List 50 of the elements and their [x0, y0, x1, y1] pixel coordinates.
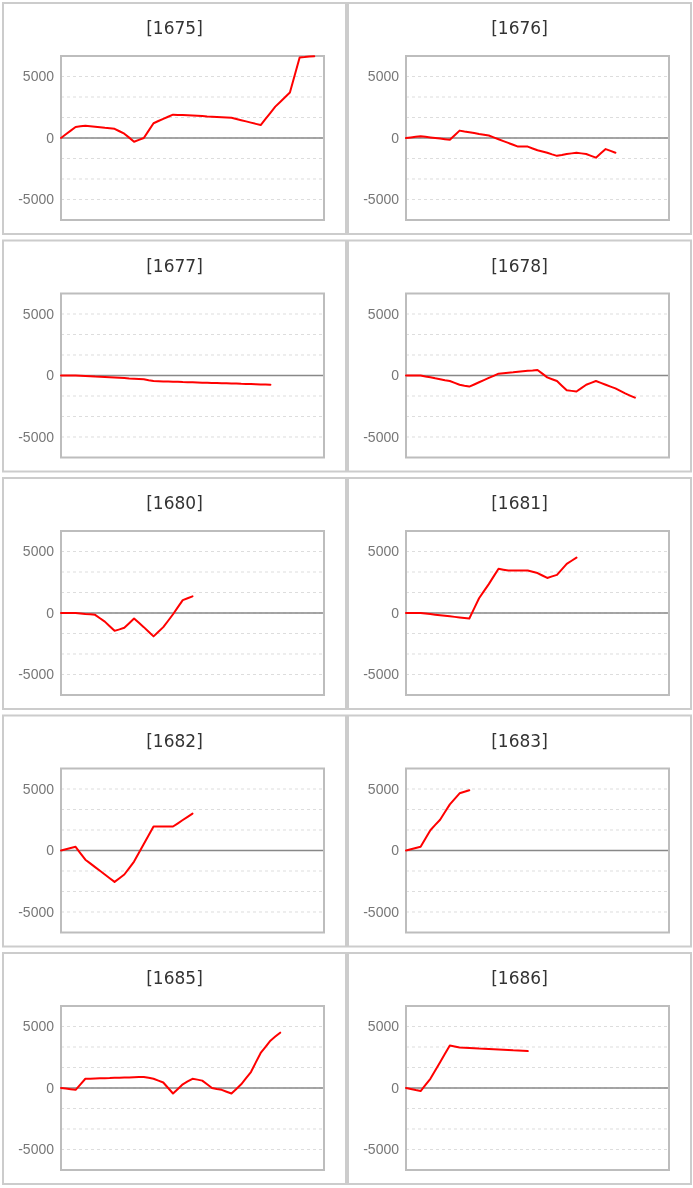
y-tick-label: 0: [391, 129, 400, 146]
line-series: [405, 789, 471, 852]
chart-title: [1677]: [146, 255, 203, 276]
y-tick-label: 0: [391, 1079, 400, 1096]
chart-title: [1675]: [146, 18, 203, 38]
line-series: [405, 556, 578, 620]
y-tick-label: 5000: [22, 543, 55, 560]
line-series: [405, 129, 617, 159]
line-series: [60, 374, 272, 386]
y-tick-label: 0: [391, 842, 400, 859]
chart-title: [1676]: [491, 18, 548, 38]
line-series: [60, 595, 194, 638]
y-tick-label: 5000: [367, 305, 400, 322]
y-tick-label: -5000: [18, 1141, 55, 1158]
y-tick-label: -5000: [18, 903, 55, 920]
chart-title: [1686]: [491, 968, 548, 988]
chart-title: [1678]: [491, 255, 548, 276]
chart-title: [1681]: [491, 493, 548, 513]
chart-title: [1680]: [146, 493, 203, 513]
line-series: [60, 55, 316, 143]
y-tick-label: 0: [46, 604, 55, 621]
line-series: [60, 812, 194, 883]
line-series: [405, 1044, 529, 1093]
y-tick-label: -5000: [18, 666, 55, 683]
y-tick-label: 5000: [22, 780, 55, 797]
line-series: [60, 1031, 282, 1095]
y-tick-label: -5000: [363, 666, 400, 683]
line-series: [405, 368, 636, 399]
y-tick-label: 5000: [367, 780, 400, 797]
y-tick-label: 5000: [22, 305, 55, 322]
y-tick-label: 5000: [22, 68, 55, 85]
chart-title: [1683]: [491, 730, 548, 751]
y-tick-label: -5000: [363, 1141, 400, 1158]
y-tick-label: 0: [391, 604, 400, 621]
chart-title: [1682]: [146, 730, 203, 751]
y-tick-label: -5000: [363, 191, 400, 208]
y-tick-label: -5000: [363, 903, 400, 920]
y-tick-label: 0: [46, 367, 55, 384]
y-tick-label: -5000: [18, 191, 55, 208]
y-tick-label: 5000: [367, 543, 400, 560]
y-tick-label: 0: [391, 367, 400, 384]
y-tick-label: 0: [46, 842, 55, 859]
y-tick-label: 0: [46, 1079, 55, 1096]
y-tick-label: 0: [46, 129, 55, 146]
y-tick-label: 5000: [22, 1018, 55, 1035]
y-tick-label: -5000: [18, 428, 55, 445]
y-tick-label: -5000: [363, 428, 400, 445]
y-tick-label: 5000: [367, 1018, 400, 1035]
y-tick-label: 5000: [367, 68, 400, 85]
chart-title: [1685]: [146, 968, 203, 988]
